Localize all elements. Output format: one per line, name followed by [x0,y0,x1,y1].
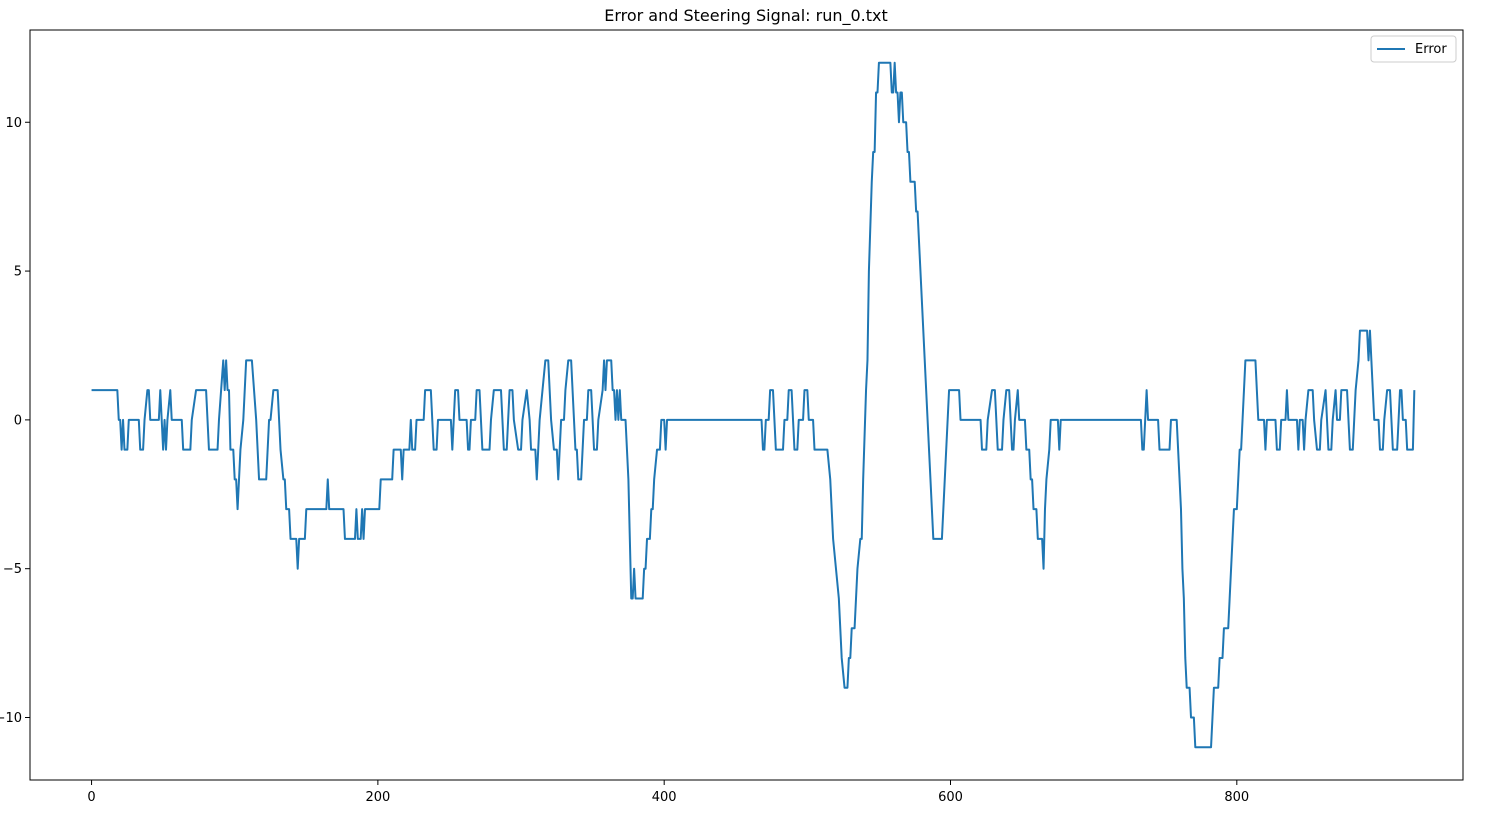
legend-box [1370,35,1457,63]
legend: Error [1370,35,1457,63]
x-tick-label: 800 [1224,790,1249,805]
y-axis: −10 −5 0 5 10 [0,116,30,726]
legend-label-error: Error [1415,42,1447,57]
x-tick-label: 0 [87,790,95,805]
series-line-error [91,61,1416,749]
x-tick-label: 200 [365,790,390,805]
y-tick-label: −5 [3,562,22,577]
y-tick-label: 5 [14,265,22,280]
y-tick-label: −10 [0,711,22,726]
x-axis: 0 200 400 600 800 [87,780,1249,805]
x-tick-label: 400 [652,790,677,805]
series-layer [91,61,1416,749]
plot-area [29,29,1464,781]
y-tick-label: 0 [14,413,22,428]
chart-title: Error and Steering Signal: run_0.txt [604,6,888,26]
x-tick-label: 600 [938,790,963,805]
y-tick-label: 10 [5,116,22,131]
